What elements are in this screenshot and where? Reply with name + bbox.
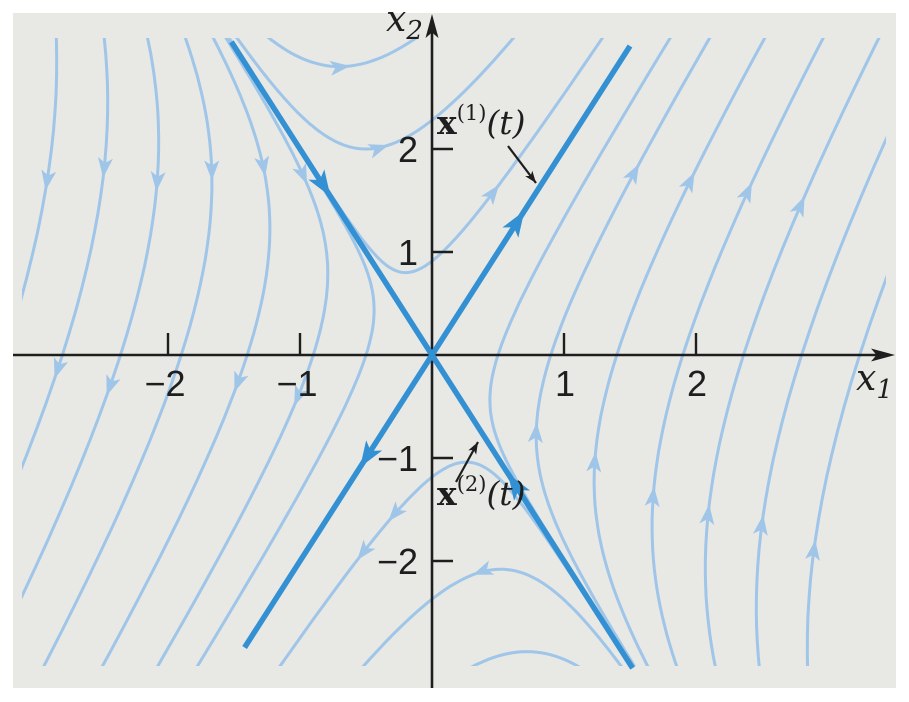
flow-arrowhead <box>357 539 376 560</box>
flow-arrowhead <box>644 486 660 508</box>
flow-arrowhead <box>367 144 389 159</box>
trajectory-path <box>235 38 516 151</box>
eigenline-arrowhead-x1 <box>360 440 383 468</box>
flow-arrowhead <box>150 170 166 192</box>
label-layer: x1 x2 x(1)(t) x(2)(t) <box>386 0 893 513</box>
flow-arrowhead <box>234 370 249 392</box>
eigenline-arrowhead-x2 <box>308 169 331 197</box>
x-tick-label: −2 <box>144 363 185 404</box>
x2-label-arg: (t) <box>486 474 525 513</box>
flow-arrowhead <box>388 501 407 522</box>
x1-label-base: x <box>437 103 457 142</box>
flow-arrowhead <box>586 452 602 473</box>
trajectory-path <box>650 38 825 666</box>
trajectory-path <box>361 567 623 666</box>
eigenline-layer <box>229 40 635 670</box>
eigenline-arrowhead-x2 <box>508 473 531 501</box>
trajectory-path <box>22 38 110 471</box>
annotation-arrow-layer <box>455 145 537 483</box>
flow-arrowhead <box>204 160 220 181</box>
x-axis-label: x1 <box>856 358 893 405</box>
y-axis-label: x2 <box>386 0 423 46</box>
y-tick-label: 1 <box>398 232 418 273</box>
flow-arrowhead <box>622 163 639 186</box>
eigenline-arrowhead-x1 <box>502 210 525 238</box>
x2-label-sup: (2) <box>457 472 487 496</box>
trajectory-path <box>534 38 712 666</box>
flow-arrowhead <box>699 504 715 526</box>
flow-arrowhead <box>106 374 121 396</box>
x-axis-arrowhead <box>871 348 895 362</box>
y-tick-label: 2 <box>398 129 418 170</box>
y-tick-label: −1 <box>377 438 418 479</box>
annotation-arrowhead <box>468 442 478 455</box>
plot-background <box>13 13 896 688</box>
flow-arrowhead <box>789 196 805 218</box>
flow-arrowhead <box>41 169 57 191</box>
x-axis-label-sub: 1 <box>876 375 893 405</box>
eigenline-x1 <box>242 44 633 649</box>
flow-arrowhead <box>329 60 351 76</box>
flow-arrowhead <box>805 540 820 561</box>
eigen-solution-1-label: x(1)(t) <box>437 101 525 142</box>
x-tick-label: 1 <box>555 363 575 404</box>
trajectory-path <box>22 38 161 600</box>
trajectory-path <box>100 38 272 666</box>
x1-label-arg: (t) <box>486 103 525 142</box>
eigenline-x2 <box>229 40 635 670</box>
y-axis-label-sub: 2 <box>405 16 423 46</box>
trajectory-path <box>703 38 881 666</box>
flow-arrowhead <box>292 162 307 185</box>
flow-arrowhead <box>472 560 495 575</box>
y-axis-arrowhead <box>425 14 439 38</box>
x-axis-label-base: x <box>856 358 876 399</box>
trajectory-path <box>592 38 767 666</box>
flow-arrowhead <box>678 172 695 194</box>
flow-arrowhead <box>480 184 499 206</box>
flow-arrowhead <box>736 182 752 204</box>
x-tick-label: −1 <box>276 363 317 404</box>
flow-arrowhead <box>53 357 69 379</box>
flow-arrowhead <box>254 155 270 177</box>
flow-arrowhead <box>527 422 543 444</box>
y-tick-label: −2 <box>377 541 418 582</box>
y-axis-label-base: x <box>386 0 406 40</box>
x1-label-sup: (1) <box>457 101 487 125</box>
trajectory-path <box>22 38 59 302</box>
flow-arrowhead <box>98 157 113 178</box>
x-tick-label: 2 <box>687 363 707 404</box>
flow-arrowhead <box>752 515 768 536</box>
trajectory-path <box>156 38 330 666</box>
x2-label-base: x <box>437 474 457 513</box>
eigen-solution-2-label: x(2)(t) <box>437 472 525 513</box>
flow-arrowhead <box>294 384 309 406</box>
annotation-arrowhead <box>525 170 536 183</box>
trajectory-path <box>754 135 886 666</box>
